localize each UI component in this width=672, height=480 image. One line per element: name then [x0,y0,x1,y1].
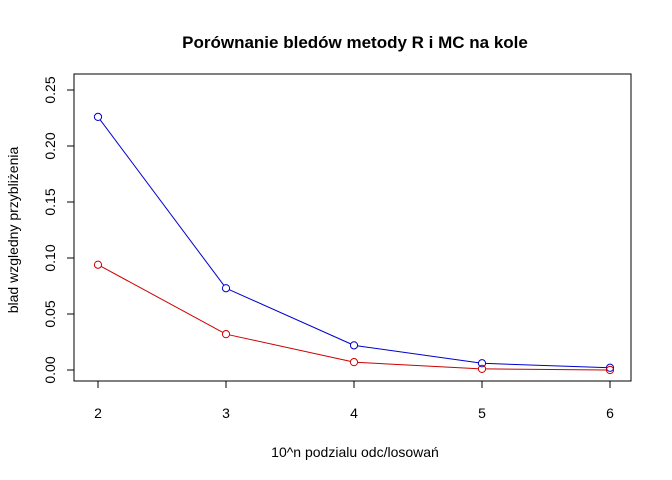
x-tick-label: 4 [350,405,358,421]
series-segment [357,345,479,364]
x-tick-label: 6 [606,405,614,421]
chart-title: Porównanie bledów metody R i MC na kole [182,33,528,52]
series-segment [229,289,351,345]
series-segment [229,334,351,362]
y-axis-label: blad wzgledny przybliżenia [5,147,21,314]
data-point [477,359,487,368]
x-axis-label: 10^n podzialu odc/losowań [271,444,439,460]
data-point [605,363,615,372]
data-point [93,112,103,121]
y-tick-label: 0.00 [42,356,58,383]
y-tick-label: 0.20 [42,132,58,159]
series-segment [485,362,607,369]
data-point [221,330,231,339]
y-tick-label: 0.10 [42,244,58,271]
series-segment [485,368,607,371]
data-point [349,341,359,350]
data-point [477,364,487,373]
x-tick-label: 3 [222,405,230,421]
series-1 [93,112,615,372]
series-segment [100,265,224,333]
data-point [221,284,231,293]
x-tick-label: 5 [478,405,486,421]
series-layer [93,112,615,375]
data-point [93,260,103,269]
data-point [605,365,615,375]
y-tick-label: 0.15 [42,188,58,215]
y-tick-label: 0.05 [42,300,58,327]
y-axis: 0.00 0.05 0.10 0.15 0.20 0.25 [42,76,75,384]
series-segment [357,361,479,370]
series-2 [93,260,615,375]
plot-frame [73,73,632,382]
series-segment [99,119,225,286]
x-axis: 2 3 4 5 6 [94,380,614,421]
data-point [349,358,359,367]
y-tick-label: 0.25 [42,76,58,103]
x-tick-label: 2 [94,405,102,421]
